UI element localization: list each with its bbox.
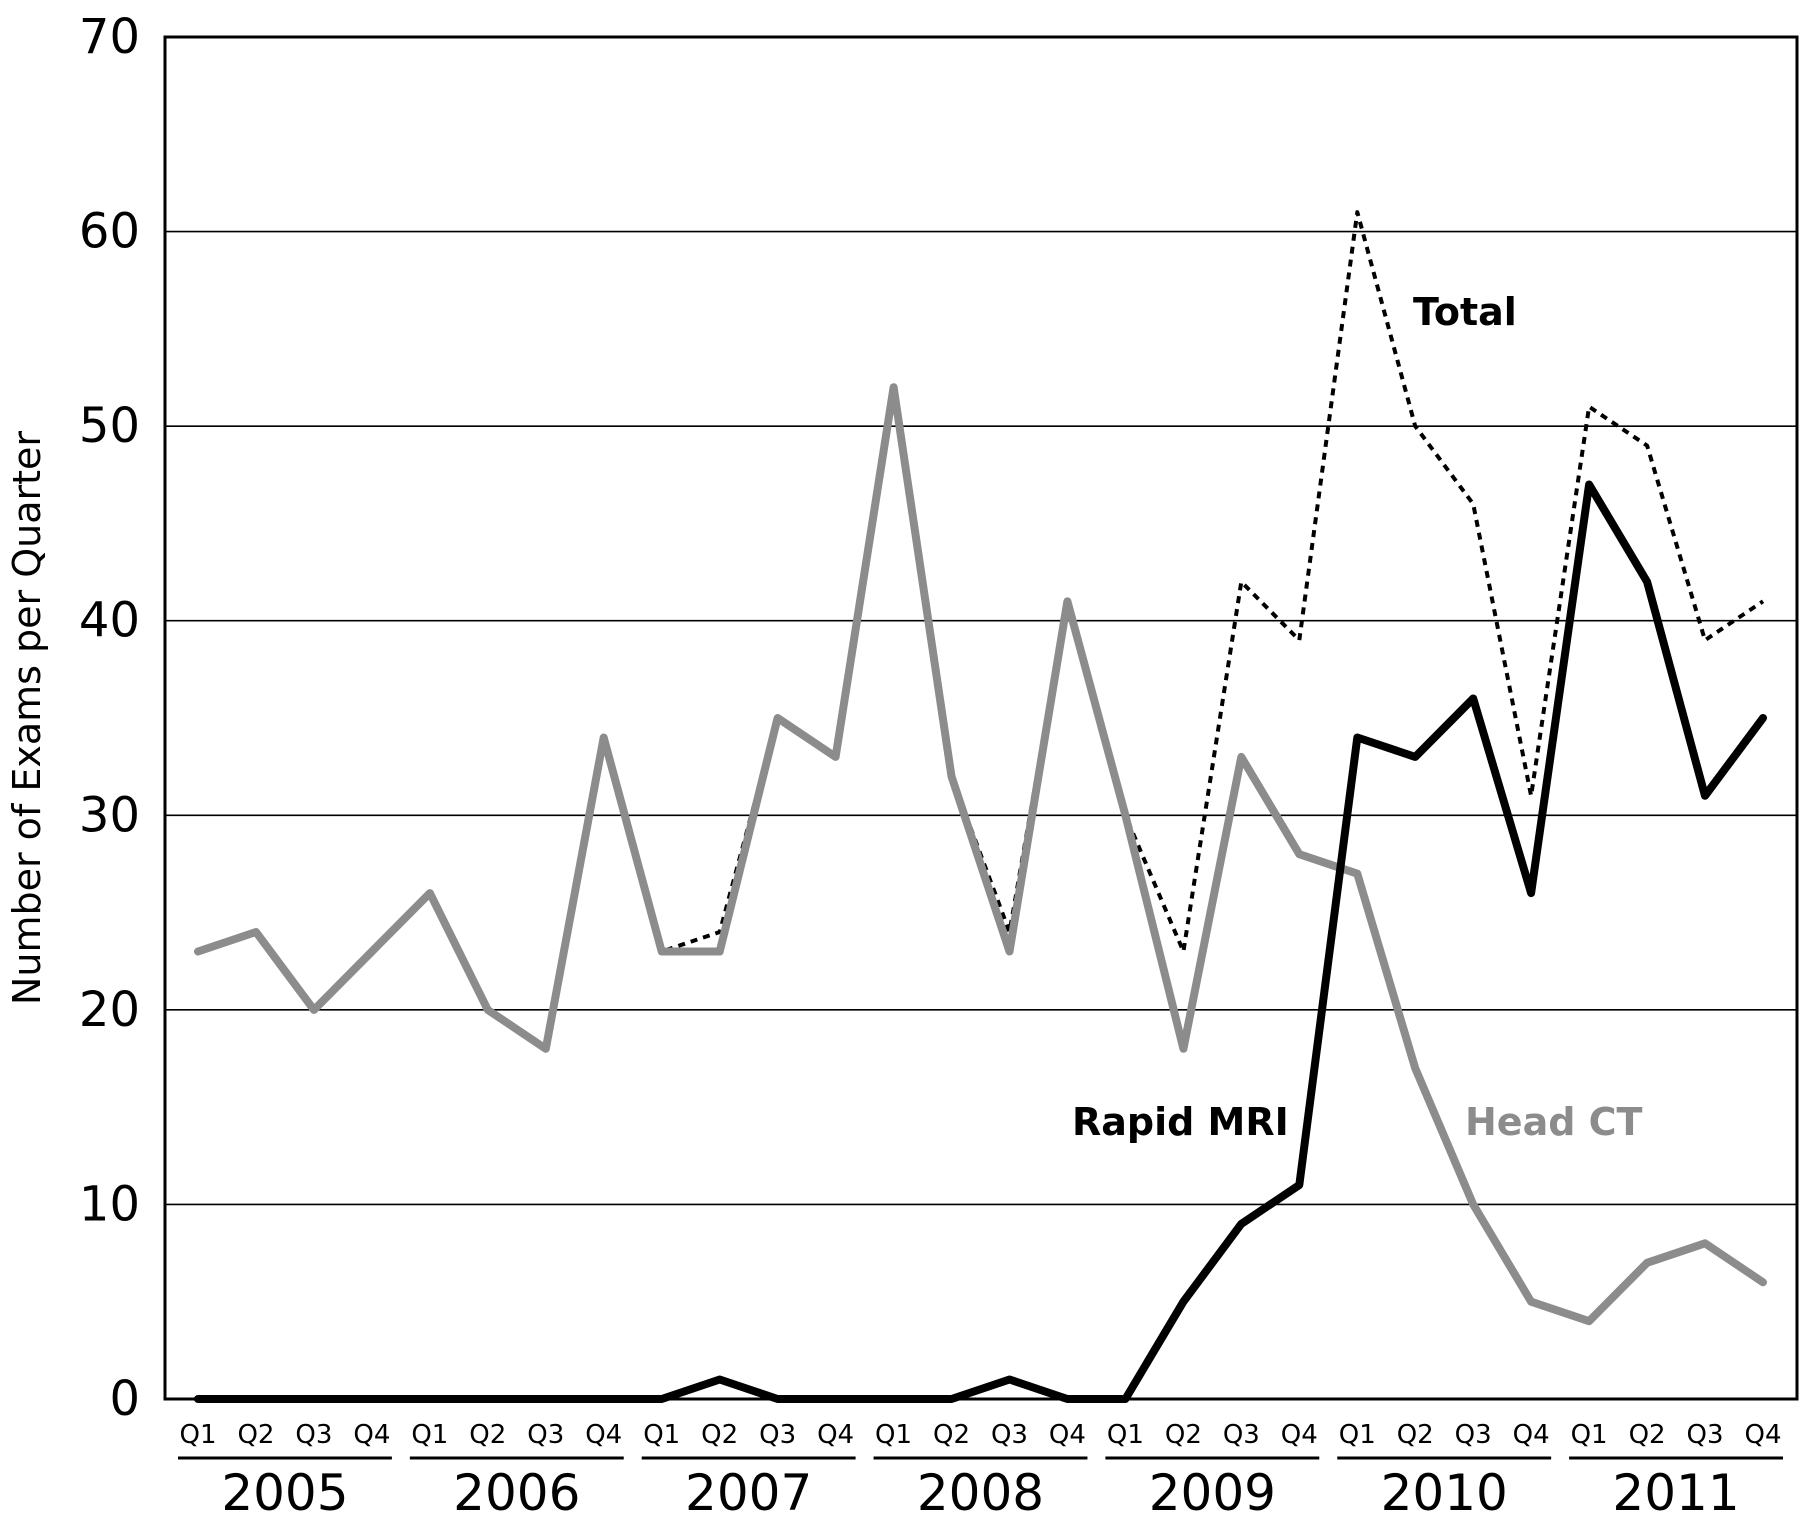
x-tick-label-2008-Q4: Q4 bbox=[1049, 1420, 1086, 1450]
year-label-2010: 2010 bbox=[1381, 1464, 1508, 1519]
year-label-2008: 2008 bbox=[917, 1464, 1044, 1519]
x-tick-label-2010-Q2: Q2 bbox=[1397, 1420, 1434, 1450]
x-tick-label-2011-Q3: Q3 bbox=[1687, 1420, 1724, 1450]
y-tick-label-60: 60 bbox=[79, 204, 140, 260]
y-tick-label-10: 10 bbox=[79, 1176, 140, 1232]
year-label-2011: 2011 bbox=[1612, 1464, 1739, 1519]
year-label-2009: 2009 bbox=[1149, 1464, 1276, 1519]
y-tick-label-30: 30 bbox=[79, 787, 140, 843]
y-tick-label-50: 50 bbox=[79, 398, 140, 454]
y-tick-label-70: 70 bbox=[79, 9, 140, 65]
x-tick-label-2006-Q4: Q4 bbox=[585, 1420, 622, 1450]
series-lines bbox=[194, 210, 1767, 1403]
y-tick-label-40: 40 bbox=[79, 593, 140, 649]
series-line-rapid-mri bbox=[194, 480, 1767, 1403]
y-axis-title: Number of Exams per Quarter bbox=[5, 431, 49, 1005]
y-tick-label-0: 0 bbox=[109, 1371, 140, 1427]
x-tick-label-2006-Q3: Q3 bbox=[527, 1420, 564, 1450]
x-tick-label-2009-Q4: Q4 bbox=[1281, 1420, 1318, 1450]
x-tick-label-2008-Q2: Q2 bbox=[933, 1420, 970, 1450]
x-axis-ticks: Q1 Q2 Q3 Q4 Q1 Q2 Q3 Q4 Q1 Q2 Q3 Q4 Q1 Q2 Q3 Q4 Q1 Q2 Q3 Q4… bbox=[179, 1420, 1781, 1450]
series-line-head-ct bbox=[194, 383, 1767, 1326]
year-label-2007: 2007 bbox=[685, 1464, 812, 1519]
x-tick-label-2008-Q1: Q1 bbox=[875, 1420, 912, 1450]
x-tick-label-2008-Q3: Q3 bbox=[991, 1420, 1028, 1450]
series-line-total bbox=[197, 210, 1765, 1051]
y-axis-ticks: 0 10 20 30 40 50 60 70 bbox=[79, 9, 140, 1427]
year-label-2006: 2006 bbox=[453, 1464, 580, 1519]
x-tick-label-2010-Q1: Q1 bbox=[1339, 1420, 1376, 1450]
series-label-total: Total bbox=[1413, 290, 1517, 334]
x-tick-label-2010-Q3: Q3 bbox=[1455, 1420, 1492, 1450]
x-tick-label-2009-Q1: Q1 bbox=[1107, 1420, 1144, 1450]
series-labels: Head CT Rapid MRI Total bbox=[1072, 290, 1643, 1144]
x-tick-label-2007-Q1: Q1 bbox=[643, 1420, 680, 1450]
x-tick-label-2005-Q1: Q1 bbox=[179, 1420, 216, 1450]
series-label-head-ct: Head CT bbox=[1465, 1100, 1643, 1144]
x-tick-label-2009-Q3: Q3 bbox=[1223, 1420, 1260, 1450]
x-tick-label-2006-Q2: Q2 bbox=[469, 1420, 506, 1450]
x-tick-label-2010-Q4: Q4 bbox=[1513, 1420, 1550, 1450]
x-tick-label-2005-Q4: Q4 bbox=[353, 1420, 390, 1450]
x-tick-label-2009-Q2: Q2 bbox=[1165, 1420, 1202, 1450]
x-tick-label-2007-Q2: Q2 bbox=[701, 1420, 738, 1450]
gridlines bbox=[165, 230, 1797, 1206]
year-label-2005: 2005 bbox=[221, 1464, 348, 1519]
x-tick-label-2011-Q2: Q2 bbox=[1629, 1420, 1666, 1450]
x-tick-label-2011-Q4: Q4 bbox=[1744, 1420, 1781, 1450]
x-tick-label-2007-Q4: Q4 bbox=[817, 1420, 854, 1450]
x-tick-label-2007-Q3: Q3 bbox=[759, 1420, 796, 1450]
year-groups: 2005 2006 2007 2008 2009 2010 2011 bbox=[178, 1456, 1783, 1519]
x-tick-label-2006-Q1: Q1 bbox=[411, 1420, 448, 1450]
x-tick-label-2005-Q3: Q3 bbox=[295, 1420, 332, 1450]
x-tick-label-2005-Q2: Q2 bbox=[237, 1420, 274, 1450]
plot-frame bbox=[163, 35, 1799, 1401]
y-tick-label-20: 20 bbox=[79, 982, 140, 1038]
series-label-rapid-mri: Rapid MRI bbox=[1072, 1100, 1289, 1144]
x-tick-label-2011-Q1: Q1 bbox=[1571, 1420, 1608, 1450]
